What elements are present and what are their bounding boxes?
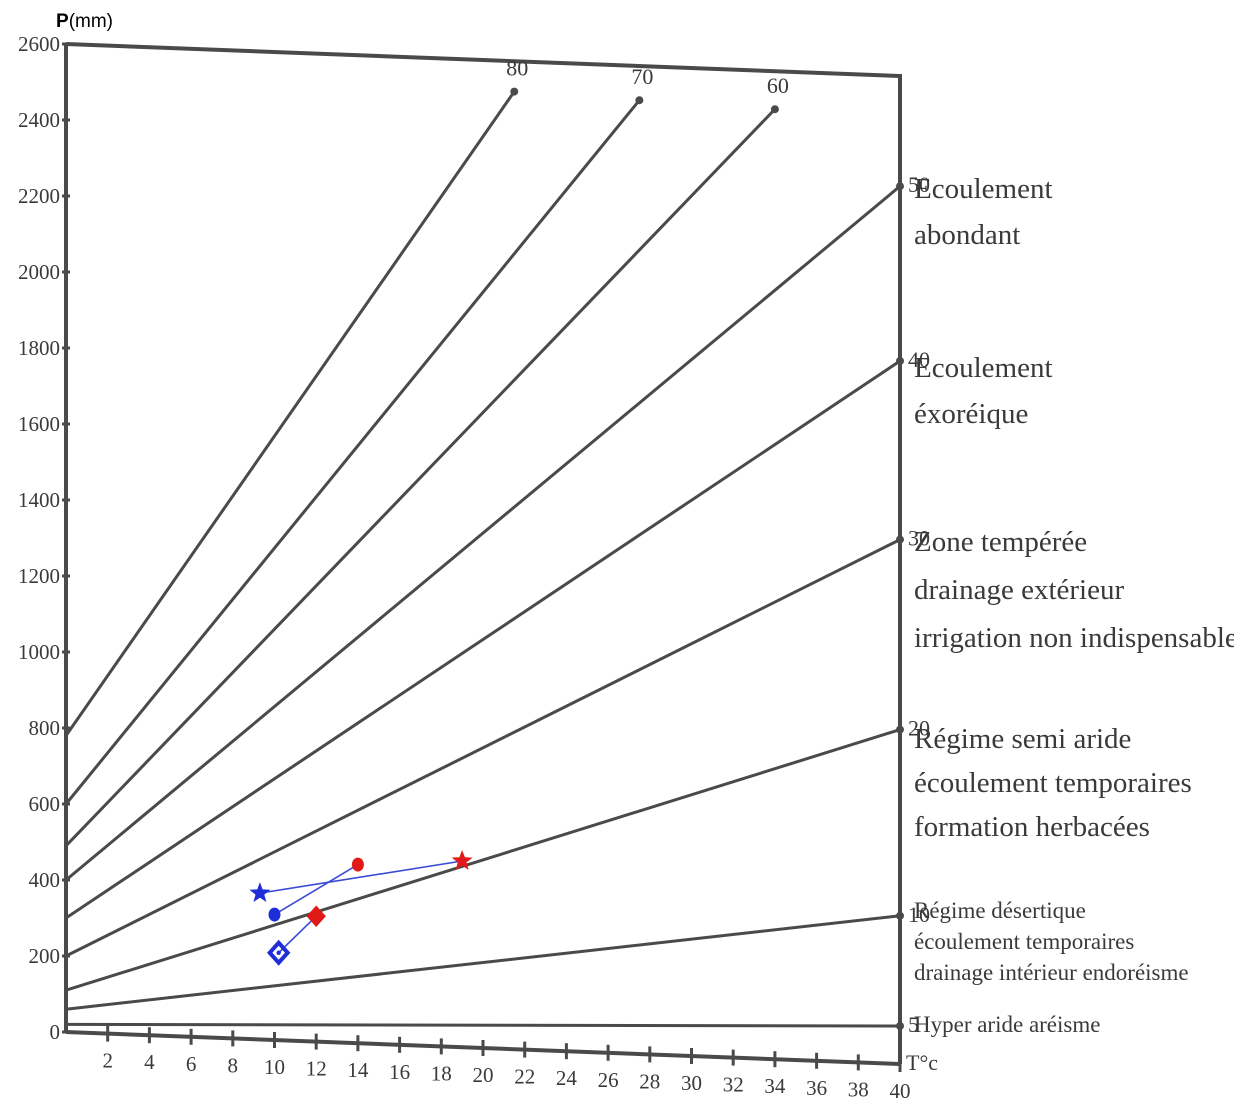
y-tick-label: 1400 [18, 488, 60, 512]
x-tick-label: 20 [473, 1063, 494, 1087]
zone-label-line: formation herbacées [914, 811, 1150, 843]
y-axis: 0 200 400 600 800 1000 1200 1400 1600 1800 2000 220… [18, 32, 70, 1044]
stations [249, 850, 472, 963]
y-tick-label: 2400 [18, 108, 60, 132]
y-tick-label: 600 [29, 792, 61, 816]
zone-label-line: Ecoulement [914, 173, 1053, 205]
zone-label-line: éxoréique [914, 398, 1028, 430]
station-point-circle [269, 908, 281, 922]
x-tick-label: 10 [264, 1055, 285, 1079]
station-point-diamond-center [276, 951, 280, 955]
index-line-end-70 [635, 96, 643, 104]
index-line-20 [66, 730, 900, 991]
index-line-end-40 [896, 357, 904, 365]
y-axis-label: P(mm) [56, 11, 113, 32]
index-line-60 [66, 109, 775, 846]
index-line-30 [66, 540, 900, 956]
x-tick-label: 8 [228, 1053, 239, 1077]
index-line-end-5 [896, 1022, 904, 1030]
station-point-circle [352, 858, 364, 872]
x-tick-label: 16 [389, 1060, 410, 1084]
index-line-end-20 [896, 726, 904, 734]
y-tick-label: 1800 [18, 336, 60, 360]
x-tick-label: 14 [347, 1058, 369, 1082]
x-tick-label: 6 [186, 1052, 197, 1076]
y-tick-label: 1600 [18, 412, 60, 436]
index-line-end-30 [896, 536, 904, 544]
y-tick-label: 1200 [18, 564, 60, 588]
x-tick-label: 36 [806, 1076, 827, 1100]
zone-label-line: Régime semi aride [914, 723, 1131, 755]
x-tick-label: 12 [306, 1057, 327, 1081]
index-line-5 [66, 1024, 900, 1026]
x-tick-label: 18 [431, 1061, 452, 1085]
x-tick-label: 34 [764, 1074, 786, 1098]
index-label-80: 80 [506, 56, 528, 81]
x-tick-label: 32 [723, 1073, 744, 1097]
y-axis-label-unit: (mm) [69, 11, 113, 32]
index-line-70 [66, 100, 639, 804]
zone-label-line: Hyper aride aréisme [914, 1012, 1100, 1037]
y-tick-label: 0 [50, 1020, 61, 1044]
y-tick-label: 800 [29, 716, 61, 740]
zone-label-line: Régime désertique [914, 898, 1086, 923]
index-line-end-60 [771, 105, 779, 113]
y-tick-label: 2000 [18, 260, 60, 284]
x-tick-label: 30 [681, 1071, 702, 1095]
y-tick-label: 1000 [18, 640, 60, 664]
top-border-line [66, 44, 900, 76]
station-point-star [249, 882, 270, 902]
x-tick-label: 38 [848, 1077, 869, 1101]
zone-label-line: drainage intérieur endoréisme [914, 960, 1189, 985]
y-tick-label: 400 [29, 868, 61, 892]
x-tick-label: 28 [639, 1069, 660, 1093]
x-tick-label: 22 [514, 1065, 535, 1089]
zone-label-line: irrigation non indispensable [914, 622, 1234, 654]
index-line-40 [66, 361, 900, 918]
y-axis-label-prefix: P [56, 11, 69, 32]
y-tick-label: 2600 [18, 32, 60, 56]
x-tick-label: 40 [890, 1079, 911, 1103]
zone-labels: Ecoulement abondant Ecoulement éxoréique Zon… [914, 173, 1234, 1037]
zone-label-line: Zone tempérée [914, 526, 1087, 558]
x-tick-label: 4 [144, 1050, 155, 1074]
index-line-end-50 [896, 182, 904, 190]
zone-label-line: drainage extérieur [914, 574, 1124, 606]
index-label-60: 60 [767, 73, 789, 98]
index-label-70: 70 [631, 64, 653, 89]
index-line-end-10 [896, 912, 904, 920]
index-line-10 [66, 916, 900, 1009]
y-tick-label: 200 [29, 944, 61, 968]
x-tick-label: 24 [556, 1066, 578, 1090]
index-line-end-80 [510, 88, 518, 96]
zone-label-line: écoulement temporaires [914, 929, 1134, 954]
index-lines [66, 88, 904, 1030]
zone-label-line: Ecoulement [914, 352, 1053, 384]
zone-label-line: abondant [914, 219, 1020, 251]
x-axis-label: T°c [906, 1050, 938, 1075]
x-tick-label: 26 [598, 1068, 619, 1092]
x-tick-label: 2 [102, 1049, 113, 1073]
index-line-80 [66, 92, 514, 736]
y-tick-label: 2200 [18, 184, 60, 208]
zone-label-line: écoulement temporaires [914, 767, 1192, 799]
